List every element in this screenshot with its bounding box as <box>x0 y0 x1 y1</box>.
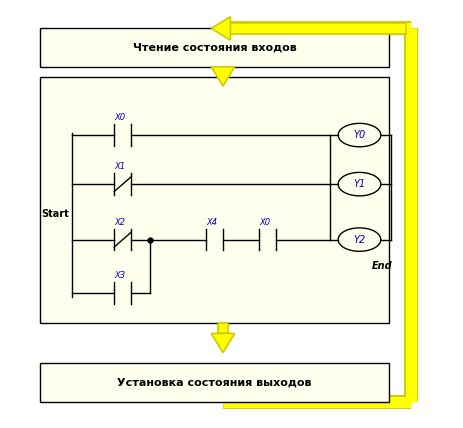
FancyBboxPatch shape <box>39 363 389 402</box>
Text: Чтение состояния входов: Чтение состояния входов <box>132 43 296 53</box>
Text: X4: X4 <box>206 218 217 227</box>
FancyBboxPatch shape <box>39 77 389 323</box>
Polygon shape <box>211 67 235 86</box>
Ellipse shape <box>338 172 381 196</box>
Text: X2: X2 <box>114 218 125 227</box>
Text: Y0: Y0 <box>353 130 366 140</box>
Text: End: End <box>372 261 393 271</box>
Text: Установка состояния выходов: Установка состояния выходов <box>117 377 312 387</box>
Bar <box>218 323 228 333</box>
Polygon shape <box>211 17 231 40</box>
Text: Start: Start <box>42 209 69 219</box>
Text: Y1: Y1 <box>353 179 366 189</box>
Text: Y2: Y2 <box>353 235 366 244</box>
Text: X3: X3 <box>114 271 125 280</box>
Ellipse shape <box>338 228 381 251</box>
Polygon shape <box>211 333 235 353</box>
Bar <box>231 23 407 34</box>
Text: X1: X1 <box>114 162 125 171</box>
Ellipse shape <box>338 123 381 147</box>
Text: X0: X0 <box>259 218 270 227</box>
Text: X0: X0 <box>114 113 125 122</box>
FancyBboxPatch shape <box>39 28 389 67</box>
